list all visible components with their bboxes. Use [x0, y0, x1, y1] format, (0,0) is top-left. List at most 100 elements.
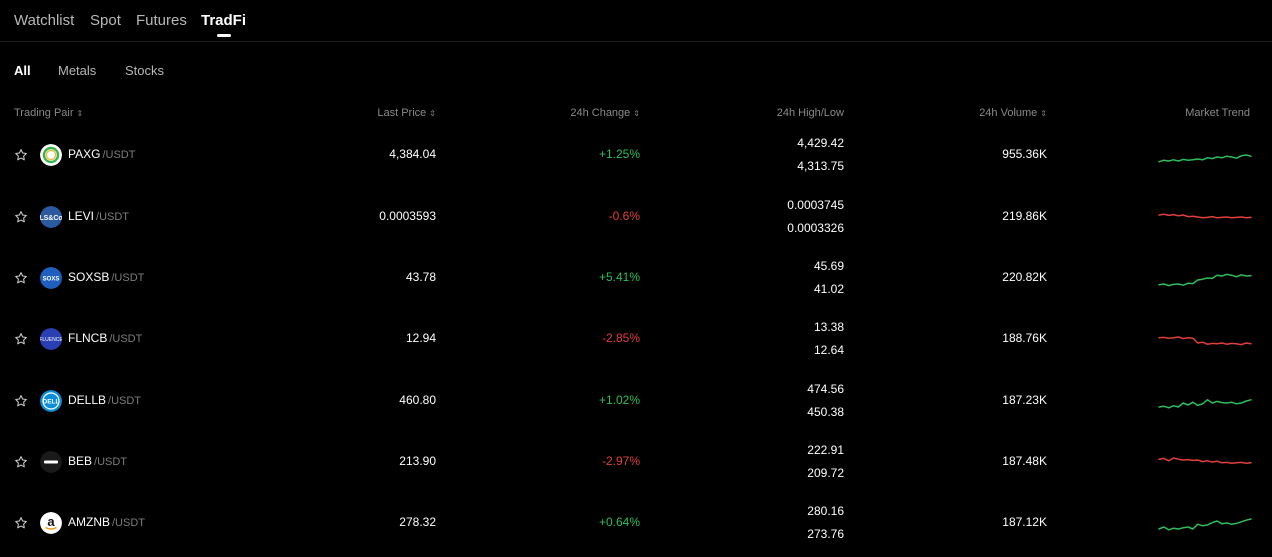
table-row[interactable]: FLUENCE FLNCB/USDT 12.94 -2.85% 13.38 12.64 18…: [0, 311, 1272, 372]
header-last-price[interactable]: Last Price ⇕: [377, 107, 436, 119]
market-trend-sparkline: [1158, 273, 1252, 287]
star-icon[interactable]: [14, 271, 28, 285]
star-icon[interactable]: [14, 148, 28, 162]
last-price: 460.80: [399, 393, 436, 407]
pair-quote: /USDT: [108, 395, 142, 407]
24h-low: 41.02: [813, 282, 844, 296]
pair-symbol: SOXSB: [68, 270, 110, 284]
tab-tradfi[interactable]: TradFi: [201, 12, 247, 37]
last-price: 4,384.04: [389, 147, 436, 161]
header-24h-change[interactable]: 24h Change ⇕: [570, 107, 640, 119]
star-icon[interactable]: [14, 394, 28, 408]
svg-text:SOXS: SOXS: [43, 277, 60, 283]
24h-high: 13.38: [813, 320, 844, 334]
sort-icon: ⇕: [429, 109, 436, 118]
header-24h-volume-label: 24h Volume: [979, 107, 1038, 119]
24h-low: 4,313.75: [797, 159, 844, 173]
pair-quote: /USDT: [111, 272, 145, 284]
trading-pair[interactable]: LEVI/USDT: [68, 209, 129, 223]
star-icon[interactable]: [14, 332, 28, 346]
table-row[interactable]: SOXS SOXSB/USDT 43.78 +5.41% 45.69 41.02 220.8…: [0, 250, 1272, 311]
24h-volume: 955.36K: [1002, 147, 1047, 161]
last-price: 0.0003593: [379, 209, 436, 223]
market-trend-sparkline: [1158, 518, 1252, 531]
pair-symbol: BEB: [68, 454, 93, 468]
24h-low: 450.38: [807, 405, 844, 419]
market-trend-sparkline: [1158, 336, 1252, 346]
table-row[interactable]: LS&Co LEVI/USDT 0.0003593 -0.6% 0.0003745 0.0…: [0, 189, 1272, 250]
filter-tab-metals[interactable]: Metals: [58, 63, 97, 78]
header-market-trend: Market Trend: [1185, 107, 1250, 119]
header-trading-pair-label: Trading Pair: [14, 107, 74, 119]
sparkline-path: [1158, 336, 1252, 346]
header-24h-high-low-label: 24h High/Low: [776, 107, 844, 119]
table-row[interactable]: DELL DELLB/USDT 460.80 +1.02% 474.56 450.38 18…: [0, 373, 1272, 434]
24h-high: 280.16: [807, 504, 844, 518]
beb-logo-icon: [40, 451, 62, 473]
sort-icon: ⇕: [633, 109, 640, 118]
24h-high: 4,429.42: [797, 136, 844, 150]
filter-tab-all[interactable]: All: [14, 63, 31, 78]
pair-quote: /USDT: [102, 149, 136, 161]
sparkline-path: [1158, 457, 1252, 464]
header-24h-high-low: 24h High/Low: [777, 107, 844, 119]
market-category-tabs: Watchlist Spot Futures TradFi: [0, 0, 1272, 42]
table-row[interactable]: BEB/USDT 213.90 -2.97% 222.91 209.72 187.48K: [0, 434, 1272, 495]
tab-futures[interactable]: Futures: [136, 12, 187, 29]
market-trend-sparkline: [1158, 154, 1252, 163]
trading-pair[interactable]: DELLB/USDT: [68, 393, 141, 407]
24h-volume: 220.82K: [1002, 270, 1047, 284]
levi-logo-icon: LS&Co: [40, 206, 62, 228]
dell-logo-icon: DELL: [40, 390, 62, 412]
star-icon[interactable]: [14, 516, 28, 530]
trading-pair[interactable]: BEB/USDT: [68, 454, 127, 468]
svg-text:FLUENCE: FLUENCE: [40, 337, 62, 343]
svg-text:LS&Co: LS&Co: [40, 215, 62, 222]
market-trend-sparkline: [1158, 213, 1252, 219]
tab-watchlist[interactable]: Watchlist: [14, 12, 75, 29]
svg-text:a: a: [47, 514, 55, 529]
paxg-logo-icon: [40, 144, 62, 166]
filter-tab-stocks[interactable]: Stocks: [125, 63, 165, 78]
header-last-price-label: Last Price: [377, 107, 427, 119]
tab-spot[interactable]: Spot: [90, 12, 121, 29]
24h-low: 0.0003326: [787, 221, 844, 235]
pair-symbol: AMZNB: [68, 515, 110, 529]
24h-high: 0.0003745: [787, 198, 844, 212]
header-trading-pair[interactable]: Trading Pair ⇕: [14, 107, 83, 119]
table-row[interactable]: PAXG/USDT 4,384.04 +1.25% 4,429.42 4,313.75 9…: [0, 127, 1272, 188]
pair-symbol: PAXG: [68, 147, 101, 161]
sort-icon: ⇕: [1040, 109, 1047, 118]
24h-volume: 187.23K: [1002, 393, 1047, 407]
trading-pair[interactable]: PAXG/USDT: [68, 147, 135, 161]
24h-change: +1.02%: [598, 393, 640, 407]
24h-low: 12.64: [813, 343, 844, 357]
sparkline-path: [1158, 213, 1252, 219]
24h-change: -0.6%: [608, 209, 640, 223]
star-icon[interactable]: [14, 455, 28, 469]
sparkline-path: [1158, 273, 1252, 287]
header-market-trend-label: Market Trend: [1185, 107, 1250, 119]
sparkline-path: [1158, 399, 1252, 409]
last-price: 12.94: [405, 331, 436, 345]
trading-pair[interactable]: SOXSB/USDT: [68, 270, 144, 284]
pair-symbol: FLNCB: [68, 331, 108, 345]
pair-quote: /USDT: [109, 333, 143, 345]
pair-quote: /USDT: [94, 456, 128, 468]
pair-quote: /USDT: [112, 517, 145, 529]
sparkline-path: [1158, 154, 1252, 163]
star-icon[interactable]: [14, 210, 28, 224]
24h-low: 273.76: [807, 527, 844, 541]
sort-icon: ⇕: [76, 109, 84, 118]
market-trend-sparkline: [1158, 457, 1252, 464]
flncb-logo-icon: FLUENCE: [40, 328, 62, 350]
last-price: 213.90: [399, 454, 436, 468]
table-row[interactable]: a AMZNB/USDT 278.32 +0.64% 280.16 273.76 187.1…: [0, 495, 1272, 556]
trading-pair[interactable]: FLNCB/USDT: [68, 331, 142, 345]
soxsb-logo-icon: SOXS: [40, 267, 62, 289]
svg-text:DELL: DELL: [43, 399, 60, 406]
header-24h-volume[interactable]: 24h Volume ⇕: [979, 107, 1047, 119]
sparkline-path: [1158, 518, 1252, 531]
trading-pair[interactable]: AMZNB/USDT: [68, 515, 145, 529]
